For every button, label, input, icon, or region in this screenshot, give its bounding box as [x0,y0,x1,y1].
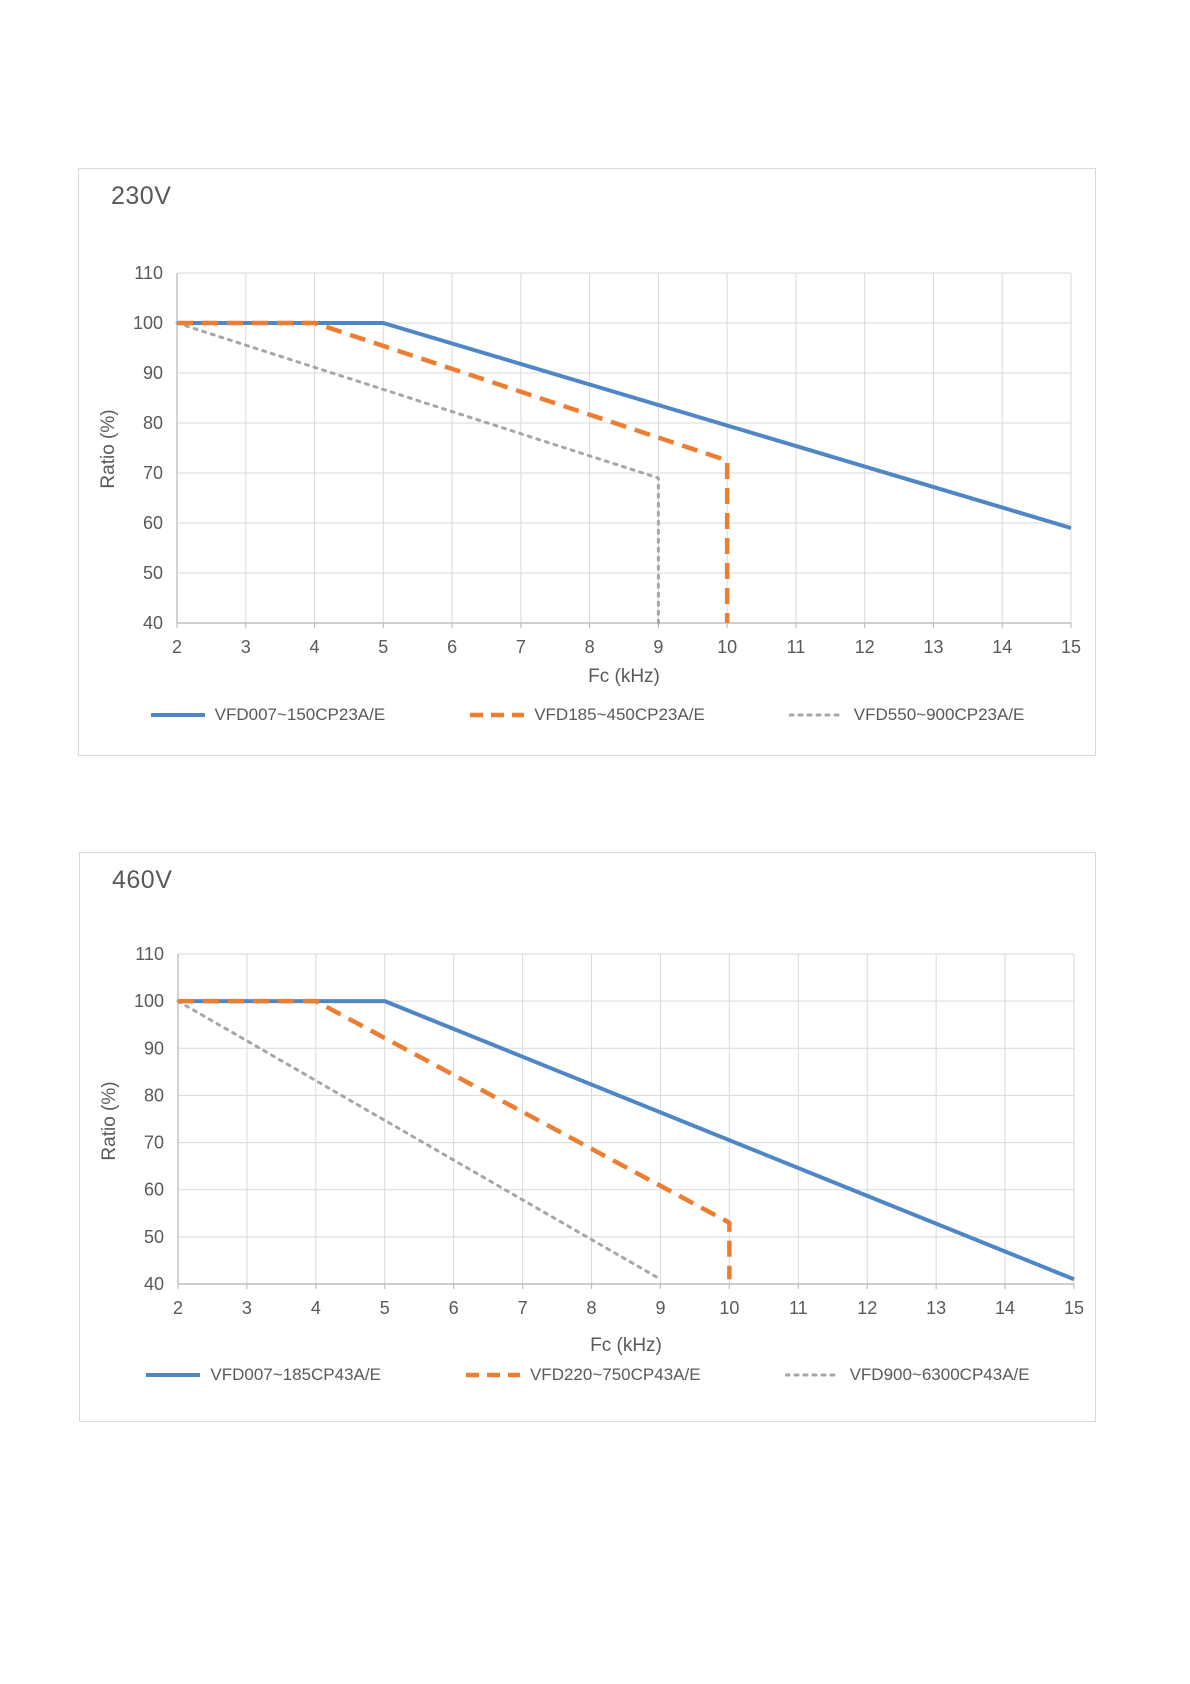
legend-230v: VFD007~150CP23A/E VFD185~450CP23A/E VFD550… [79,705,1095,725]
y-tick-label: 90 [143,363,163,383]
legend-item: VFD007~185CP43A/E [145,1365,381,1385]
x-axis-title-460v: Fc (kHz) [590,1335,662,1356]
legend-dotted-line-sample [784,1373,841,1377]
legend-label: VFD220~750CP43A/E [529,1365,701,1384]
x-tick-label: 3 [241,637,251,657]
y-tick-label: 110 [135,944,164,964]
y-tick-label: 110 [134,263,163,283]
chart-title-230v: 230V [111,182,172,210]
legend-item: VFD900~6300CP43A/E [784,1365,1030,1385]
x-tick-label: 3 [242,1298,252,1318]
y-tick-label: 70 [143,463,163,483]
y-tick-label: 90 [144,1038,164,1058]
y-tick-label: 40 [144,1274,164,1294]
x-tick-label: 5 [380,1298,390,1318]
series-line-dotted [176,999,662,1281]
series-line-dashed [178,998,732,1280]
x-tick-label: 9 [653,637,663,657]
y-tick-label: 40 [143,613,163,633]
y-tick-label: 100 [133,313,163,333]
y-axis-title-230v: Ratio (%) [98,409,119,489]
y-tick-label: 70 [144,1133,164,1153]
x-tick-label: 10 [717,637,737,657]
x-tick-label: 7 [516,637,526,657]
y-tick-label: 80 [144,1085,164,1105]
y-tick-label: 80 [143,413,163,433]
legend-solid-line-sample [146,1373,201,1377]
x-tick-label: 15 [1061,637,1081,657]
x-tick-label: 12 [857,1298,877,1318]
series-line-solid [177,321,1072,530]
chart-title-460v: 460V [112,866,173,894]
x-axis-title-230v: Fc (kHz) [588,666,660,687]
x-tick-label: 14 [995,1298,1015,1318]
legend-label: VFD185~450CP23A/E [534,705,705,724]
x-tick-label: 2 [172,637,182,657]
x-tick-label: 13 [926,1298,946,1318]
y-tick-label: 60 [144,1180,164,1200]
x-tick-label: 2 [173,1298,183,1318]
legend-solid-line-sample [150,713,205,717]
x-tick-label: 11 [789,1298,808,1318]
x-tick-label: 6 [449,1298,459,1318]
y-tick-label: 50 [144,1227,164,1247]
y-tick-label: 60 [143,513,163,533]
legend-item: VFD185~450CP23A/E [469,705,705,725]
legend-label: VFD007~150CP23A/E [214,705,386,724]
plot-area-230v: 2 3 4 5 6 7 8 9 10 11 12 13 14 15 40 50 60 70 80 90 100 110 [133,263,1081,657]
y-axis-title-460v: Ratio (%) [99,1081,120,1161]
x-tick-label: 7 [518,1298,528,1318]
x-tick-label: 4 [310,637,320,657]
x-tick-label: 14 [992,637,1012,657]
x-tick-label: 13 [923,637,943,657]
x-tick-label: 5 [378,637,388,657]
series-line-solid [178,999,1075,1282]
plot-area-460v: 2 3 4 5 6 7 8 9 10 11 12 13 14 15 40 50 60 70 80 90 100 110 [134,944,1084,1318]
series-line-dashed [177,320,730,623]
x-tick-label: 15 [1064,1298,1084,1318]
chart-panel-460v: 460V 2 3 4 5 6 7 8 9 10 11 12 13 14 15 40 50 60 70 80 90 100… [79,852,1096,1422]
chart-panel-230v: 230V 2 3 4 5 6 7 8 9 10 11 12 13 14 15 40 50 60 70 80 90 100… [78,168,1096,756]
legend-dotted-line-sample [788,713,845,717]
y-tick-label: 100 [134,991,164,1011]
x-tick-label: 4 [311,1298,321,1318]
x-tick-label: 12 [855,637,875,657]
x-tick-label: 8 [585,637,595,657]
legend-item: VFD220~750CP43A/E [465,1365,701,1385]
legend-dashed-line-sample [465,1372,520,1378]
legend-dashed-line-sample [470,712,525,718]
x-tick-label: 6 [447,637,457,657]
x-tick-label: 8 [587,1298,597,1318]
y-tick-label: 50 [143,563,163,583]
legend-460v: VFD007~185CP43A/E VFD220~750CP43A/E VFD900… [80,1365,1095,1385]
legend-label: VFD550~900CP23A/E [853,705,1025,724]
legend-item: VFD007~150CP23A/E [150,705,386,725]
x-tick-label: 11 [787,637,806,657]
legend-item: VFD550~900CP23A/E [788,705,1025,725]
series-line-dotted [175,321,660,625]
legend-label: VFD900~6300CP43A/E [849,1365,1030,1384]
x-tick-label: 9 [655,1298,665,1318]
legend-label: VFD007~185CP43A/E [210,1365,381,1384]
x-tick-label: 10 [719,1298,739,1318]
